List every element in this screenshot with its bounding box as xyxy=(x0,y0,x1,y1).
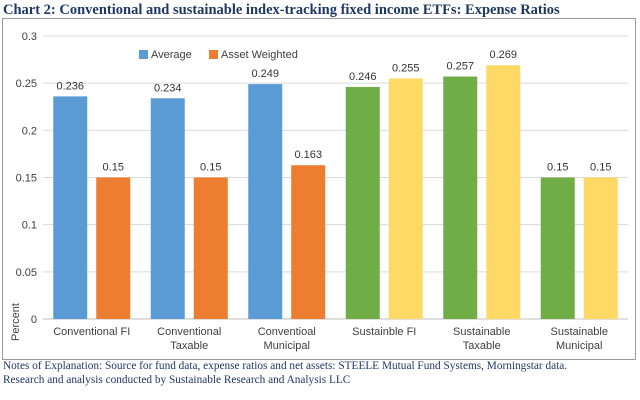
bar-asset-weighted xyxy=(583,177,618,319)
category-label: Municipal xyxy=(264,340,310,352)
legend-label-average: Average xyxy=(151,49,192,61)
bar-asset-weighted xyxy=(486,65,521,319)
notes-of-explanation: Notes of Explanation: Source for fund da… xyxy=(3,360,637,387)
data-label: 0.269 xyxy=(489,49,517,61)
bar-average xyxy=(248,84,283,319)
data-label: 0.15 xyxy=(103,162,124,174)
bar-asset-weighted xyxy=(96,177,131,319)
category-label: Sustainable xyxy=(551,326,609,338)
data-label: 0.15 xyxy=(200,162,221,174)
notes-line-2: Research and analysis conducted by Susta… xyxy=(3,373,351,386)
bars xyxy=(53,65,618,320)
data-label: 0.257 xyxy=(446,61,474,73)
bar-average xyxy=(53,96,88,319)
y-tick-label: 0.15 xyxy=(16,173,37,185)
category-label: Sustainable xyxy=(453,326,511,338)
data-label: 0.255 xyxy=(392,62,420,74)
chart-title: Chart 2: Conventional and sustainable in… xyxy=(3,2,560,18)
y-tick-label: 0.25 xyxy=(16,78,37,90)
data-label: 0.15 xyxy=(547,162,568,174)
chart-area: 0 0.05 0.1 0.15 0.2 0.25 0.3 0.236 0.15 0.234 0.1… xyxy=(2,18,636,360)
bar-average xyxy=(345,86,380,319)
category-label: Conventional xyxy=(157,326,221,338)
bar-asset-weighted xyxy=(388,78,423,319)
data-label: 0.163 xyxy=(294,149,322,161)
data-label: 0.246 xyxy=(349,71,377,83)
category-label: Sustainble FI xyxy=(352,326,416,338)
data-label: 0.236 xyxy=(56,80,84,92)
y-tick-label: 0.2 xyxy=(22,125,37,137)
category-label: Taxable xyxy=(463,340,501,352)
notes-line-1: Notes of Explanation: Source for fund da… xyxy=(3,360,568,372)
bar-average xyxy=(150,98,185,319)
legend-swatch-average xyxy=(139,50,148,59)
expense-ratio-bar-chart: 0 0.05 0.1 0.15 0.2 0.25 0.3 0.236 0.15 0.234 0.1… xyxy=(10,31,628,352)
data-label: 0.15 xyxy=(590,162,611,174)
bar-average xyxy=(540,177,575,319)
bar-asset-weighted xyxy=(291,165,326,319)
y-tick-label: 0.3 xyxy=(22,31,37,43)
y-axis-ticks: 0 0.05 0.1 0.15 0.2 0.25 0.3 xyxy=(16,31,37,326)
data-label: 0.249 xyxy=(251,68,279,80)
data-label: 0.234 xyxy=(154,82,182,94)
category-label: Conventioal xyxy=(258,326,316,338)
category-label: Conventional FI xyxy=(53,326,130,338)
gridlines xyxy=(43,35,628,320)
data-labels: 0.236 0.15 0.234 0.15 0.249 0.163 0.246 0.255 0.… xyxy=(56,49,611,173)
legend-swatch-asset-weighted xyxy=(209,50,218,59)
y-axis-label: Percent xyxy=(10,303,22,341)
legend: Average Asset Weighted xyxy=(139,49,298,61)
bar-asset-weighted xyxy=(193,177,228,319)
x-axis-categories: Conventional FI Conventional Taxable Conven… xyxy=(53,326,608,352)
y-tick-label: 0.05 xyxy=(16,267,37,279)
y-tick-label: 0 xyxy=(31,314,37,326)
legend-label-asset-weighted: Asset Weighted xyxy=(221,49,298,61)
bar-average xyxy=(443,76,478,320)
category-label: Municipal xyxy=(556,340,602,352)
y-tick-label: 0.1 xyxy=(22,220,37,232)
category-label: Taxable xyxy=(170,340,208,352)
